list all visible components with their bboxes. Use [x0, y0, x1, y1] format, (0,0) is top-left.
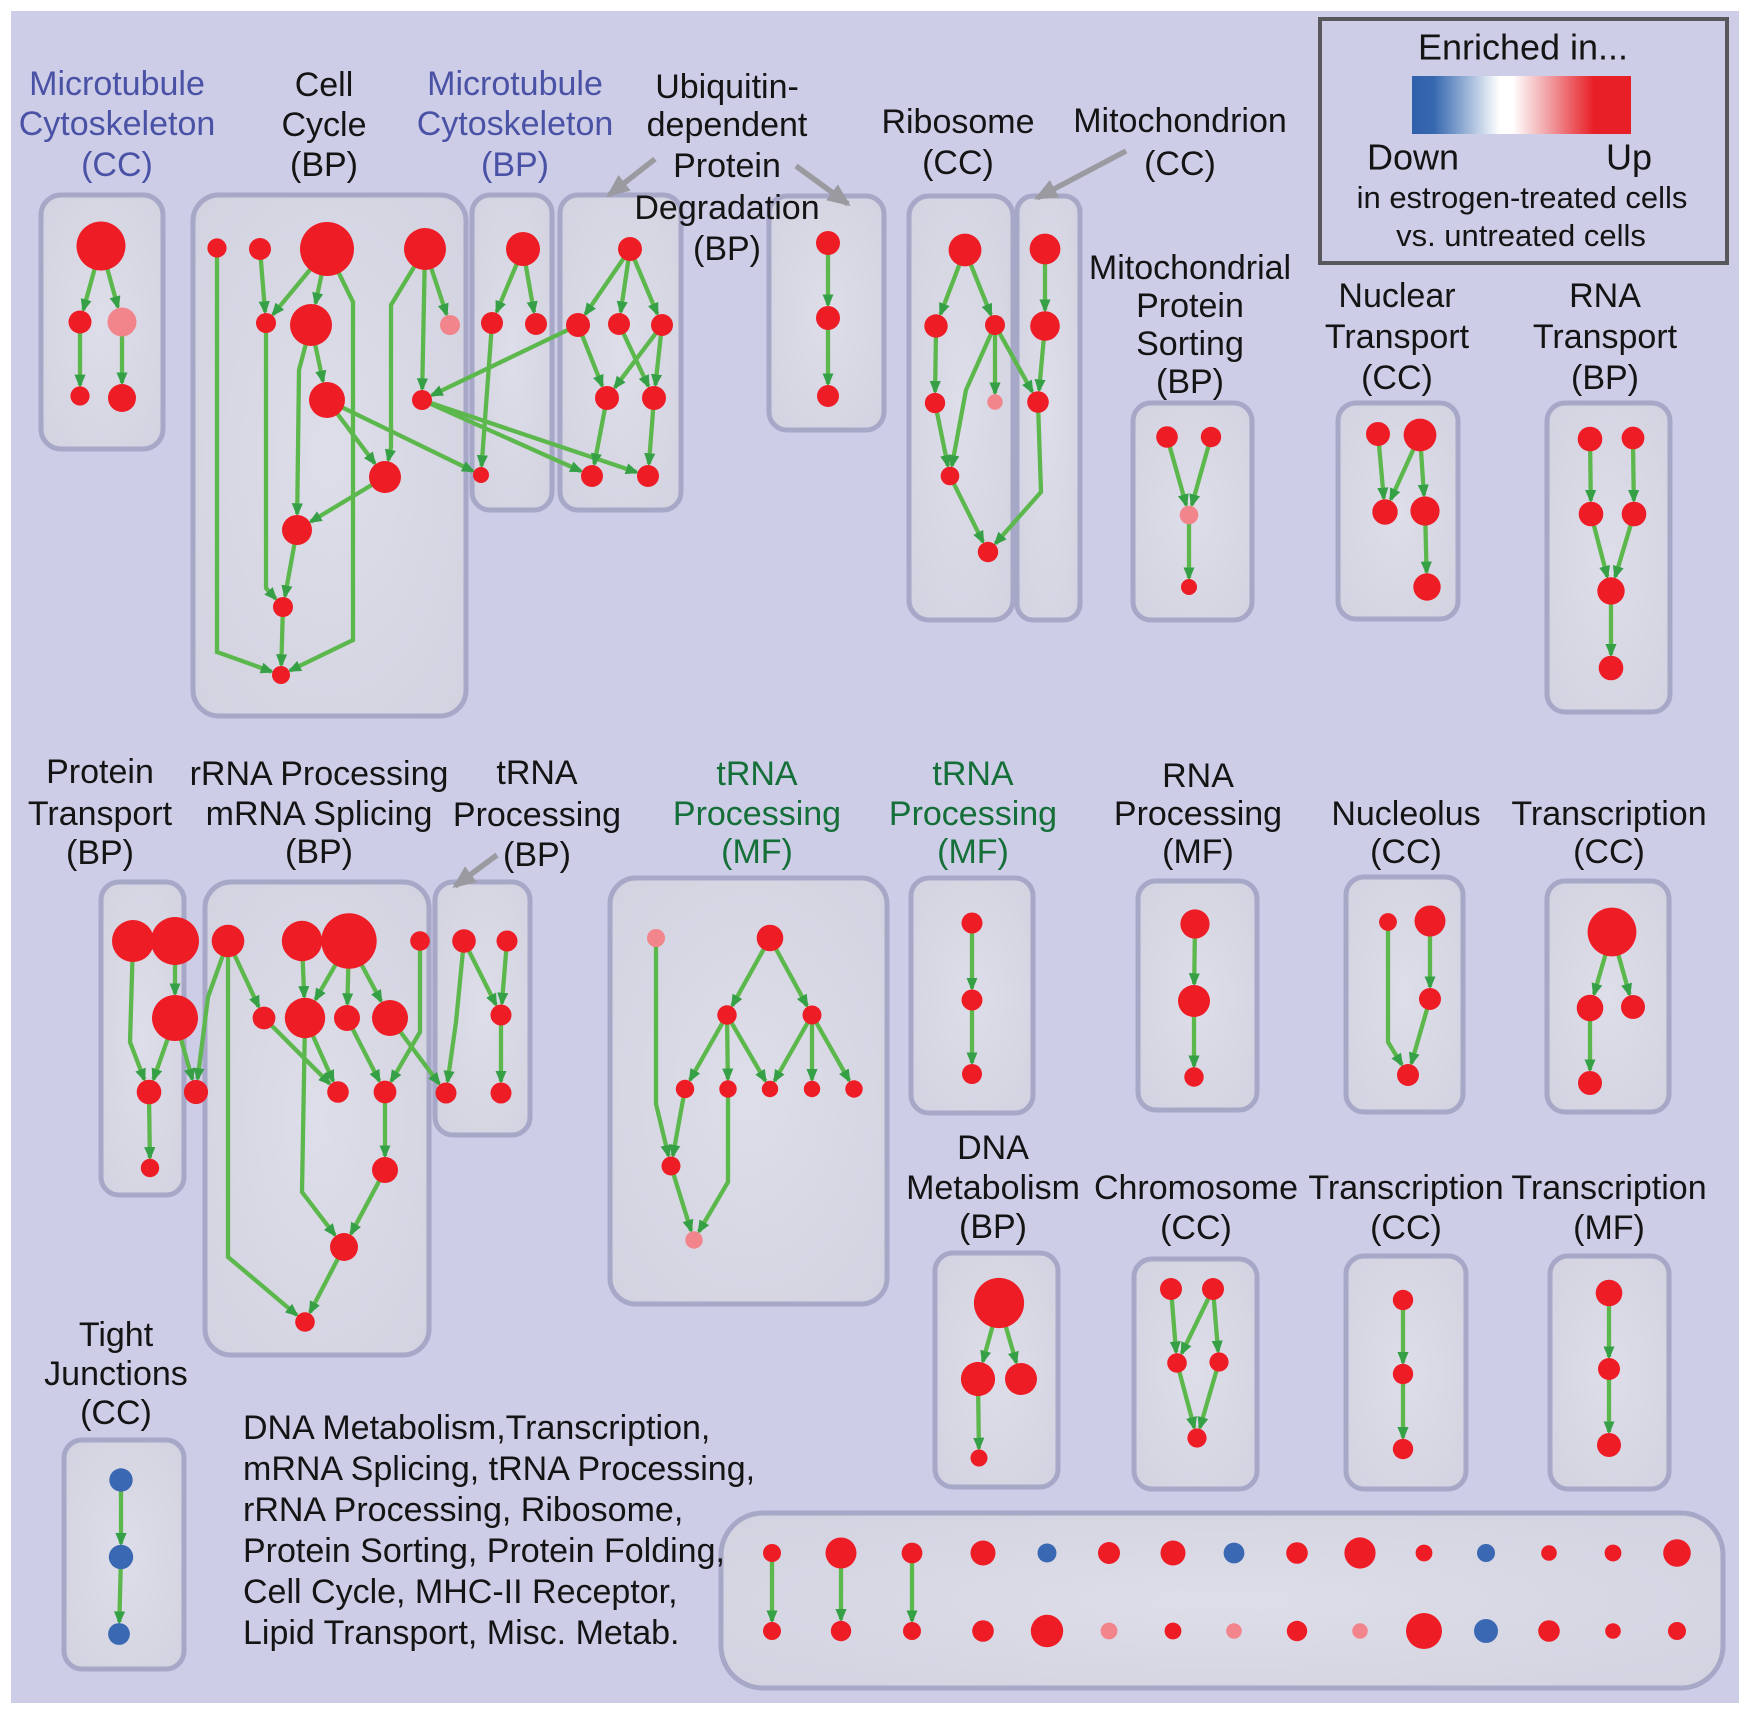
svg-text:mRNA Splicing: mRNA Splicing	[206, 795, 433, 833]
svg-text:Processing: Processing	[1114, 795, 1282, 833]
svg-text:Cytoskeleton: Cytoskeleton	[417, 105, 614, 143]
svg-text:(CC): (CC)	[1370, 1209, 1442, 1247]
svg-text:(CC): (CC)	[81, 146, 153, 184]
svg-text:Processing: Processing	[453, 796, 621, 834]
svg-text:(MF): (MF)	[1162, 833, 1234, 871]
svg-text:(BP): (BP)	[1571, 359, 1639, 397]
svg-text:Mitochondrion: Mitochondrion	[1073, 102, 1287, 140]
svg-text:Protein: Protein	[46, 753, 154, 791]
svg-text:(CC): (CC)	[922, 144, 994, 182]
svg-text:(BP): (BP)	[959, 1208, 1027, 1246]
svg-text:Protein Sorting, Protein Foldi: Protein Sorting, Protein Folding,	[243, 1532, 725, 1570]
svg-text:(MF): (MF)	[721, 833, 793, 871]
svg-text:(BP): (BP)	[290, 146, 358, 184]
svg-text:(BP): (BP)	[481, 146, 549, 184]
svg-text:(BP): (BP)	[1156, 363, 1224, 401]
svg-text:Junctions: Junctions	[44, 1355, 188, 1393]
svg-text:tRNA: tRNA	[716, 755, 798, 793]
svg-text:tRNA: tRNA	[496, 754, 578, 792]
svg-text:(CC): (CC)	[1361, 359, 1433, 397]
svg-text:mRNA Splicing, tRNA Processing: mRNA Splicing, tRNA Processing,	[243, 1450, 755, 1488]
svg-text:Down: Down	[1367, 137, 1459, 178]
svg-text:Metabolism: Metabolism	[906, 1169, 1080, 1207]
svg-text:Degradation: Degradation	[634, 189, 819, 227]
svg-text:Lipid Transport, Misc. Metab.: Lipid Transport, Misc. Metab.	[243, 1614, 680, 1652]
svg-text:(CC): (CC)	[80, 1394, 152, 1432]
svg-text:RNA: RNA	[1569, 277, 1641, 315]
svg-text:Tight: Tight	[79, 1316, 154, 1354]
svg-text:Cell: Cell	[295, 66, 354, 104]
svg-text:Transport: Transport	[1325, 318, 1470, 356]
svg-text:rRNA Processing, Ribosome,: rRNA Processing, Ribosome,	[243, 1491, 683, 1529]
svg-text:dependent: dependent	[647, 106, 808, 144]
svg-text:Ubiquitin-: Ubiquitin-	[655, 68, 799, 106]
svg-text:Enriched in...: Enriched in...	[1418, 27, 1628, 68]
svg-text:(BP): (BP)	[285, 833, 353, 871]
svg-text:Cycle: Cycle	[281, 106, 366, 144]
svg-text:Transport: Transport	[1533, 318, 1678, 356]
svg-text:(BP): (BP)	[503, 836, 571, 874]
svg-text:tRNA: tRNA	[932, 755, 1014, 793]
svg-text:(MF): (MF)	[937, 833, 1009, 871]
svg-text:Cytoskeleton: Cytoskeleton	[19, 105, 216, 143]
svg-text:Up: Up	[1606, 137, 1652, 178]
svg-text:Nuclear: Nuclear	[1338, 277, 1455, 315]
svg-text:Transport: Transport	[28, 795, 173, 833]
svg-text:(BP): (BP)	[693, 230, 761, 268]
svg-text:Microtubule: Microtubule	[427, 65, 603, 103]
svg-text:Transcription: Transcription	[1511, 1169, 1706, 1207]
svg-text:Sorting: Sorting	[1136, 325, 1244, 363]
svg-text:Chromosome: Chromosome	[1094, 1169, 1298, 1207]
svg-text:vs. untreated cells: vs. untreated cells	[1396, 218, 1646, 253]
svg-text:(MF): (MF)	[1573, 1209, 1645, 1247]
svg-text:(CC): (CC)	[1144, 145, 1216, 183]
svg-text:Microtubule: Microtubule	[29, 65, 205, 103]
svg-text:(CC): (CC)	[1573, 833, 1645, 871]
svg-text:(BP): (BP)	[66, 834, 134, 872]
svg-text:rRNA Processing: rRNA Processing	[190, 755, 449, 793]
svg-text:Transcription: Transcription	[1511, 795, 1706, 833]
svg-text:RNA: RNA	[1162, 757, 1234, 795]
svg-text:Mitochondrial: Mitochondrial	[1089, 249, 1291, 287]
svg-text:(CC): (CC)	[1370, 833, 1442, 871]
svg-text:Processing: Processing	[889, 795, 1057, 833]
svg-text:DNA: DNA	[957, 1129, 1029, 1167]
svg-text:(CC): (CC)	[1160, 1209, 1232, 1247]
svg-text:Protein: Protein	[1136, 287, 1244, 325]
svg-text:Processing: Processing	[673, 795, 841, 833]
svg-text:in estrogen-treated cells: in estrogen-treated cells	[1357, 180, 1688, 215]
svg-text:Cell Cycle, MHC-II Receptor,: Cell Cycle, MHC-II Receptor,	[243, 1573, 678, 1611]
svg-text:Protein: Protein	[673, 147, 781, 185]
svg-text:DNA Metabolism,Transcription,: DNA Metabolism,Transcription,	[243, 1409, 710, 1447]
svg-text:Nucleolus: Nucleolus	[1331, 795, 1480, 833]
svg-text:Ribosome: Ribosome	[881, 103, 1034, 141]
svg-text:Transcription: Transcription	[1308, 1169, 1503, 1207]
